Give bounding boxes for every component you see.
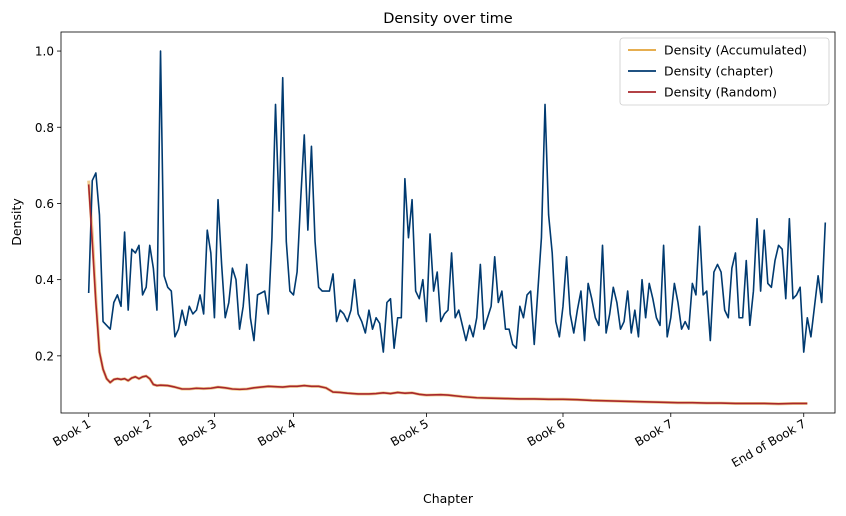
legend-box bbox=[619, 37, 830, 106]
y-tick-label: 0.8 bbox=[35, 121, 54, 135]
y-axis-ticks: 0.2 0.4 0.6 0.8 1.0 bbox=[35, 45, 61, 363]
x-tick-label: Book 3 bbox=[176, 416, 219, 449]
x-tick-label: Book 5 bbox=[388, 416, 431, 449]
series-line-0 bbox=[87, 180, 808, 406]
x-tick-label: Book 4 bbox=[255, 416, 298, 449]
chart-title: Density over time bbox=[383, 11, 513, 27]
plot-lines bbox=[87, 50, 827, 406]
y-tick-label: 0.6 bbox=[35, 197, 54, 211]
legend-label-1: Density (chapter) bbox=[664, 64, 773, 79]
legend: Density (Accumulated) Density (chapter) De… bbox=[619, 37, 830, 106]
legend-label-2: Density (Random) bbox=[664, 85, 777, 100]
series-line-1 bbox=[87, 50, 827, 353]
x-axis-ticks: Book 1 Book 2 Book 3 Book 4 Book 5 Book 6 Book… bbox=[50, 413, 808, 470]
x-tick-label: Book 7 bbox=[632, 416, 675, 449]
x-tick-label: End of Book 7 bbox=[729, 416, 808, 470]
x-tick-label: Book 2 bbox=[111, 416, 154, 449]
x-axis-label: Chapter bbox=[423, 491, 474, 506]
y-axis-label: Density bbox=[9, 198, 24, 246]
y-tick-label: 0.4 bbox=[35, 273, 54, 287]
legend-label-0: Density (Accumulated) bbox=[664, 43, 807, 58]
y-tick-label: 0.2 bbox=[35, 349, 54, 363]
y-tick-label: 1.0 bbox=[35, 45, 54, 59]
x-tick-label: Book 1 bbox=[50, 416, 93, 449]
series-line-2 bbox=[87, 184, 808, 405]
x-tick-label: Book 6 bbox=[525, 416, 568, 449]
plot-frame bbox=[60, 31, 836, 414]
